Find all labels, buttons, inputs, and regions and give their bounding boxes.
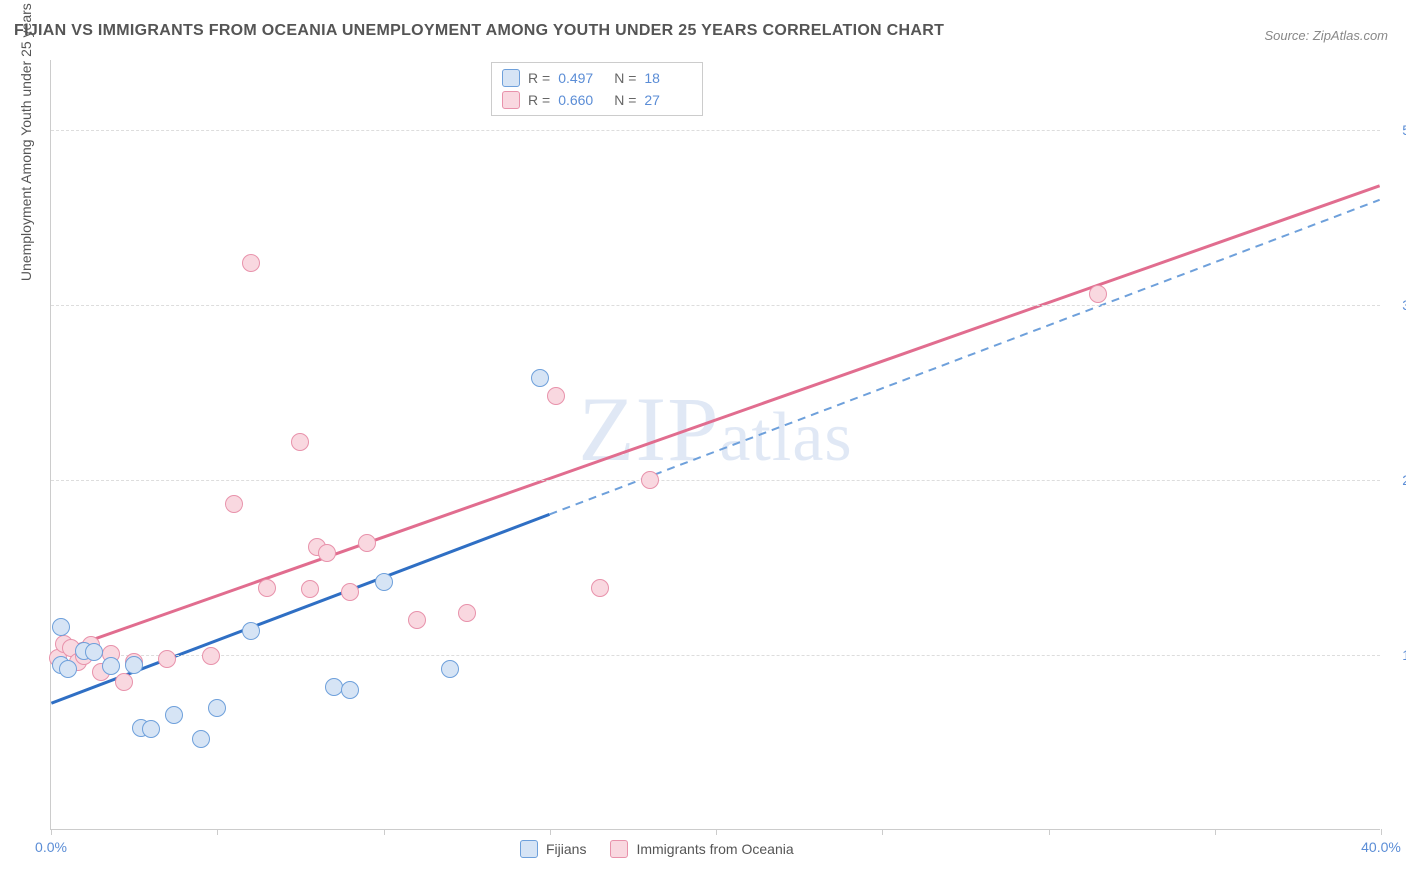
oceania-point [341,583,359,601]
x-tick [1381,829,1382,835]
fijians-point [341,681,359,699]
oceania-point [591,579,609,597]
fijians-point [142,720,160,738]
x-tick-label: 0.0% [35,839,67,855]
gridline [51,655,1380,656]
x-tick [51,829,52,835]
r-value-oceania: 0.660 [558,92,606,108]
trend-lines [51,60,1380,829]
gridline [51,480,1380,481]
x-tick [882,829,883,835]
y-axis-label: Unemployment Among Youth under 25 years [18,3,34,281]
source-attribution: Source: ZipAtlas.com [1264,28,1388,43]
oceania-point [458,604,476,622]
oceania-point [1089,285,1107,303]
legend-item-fijians: Fijians [520,840,586,858]
watermark: ZIPatlas [578,376,852,482]
oceania-point [358,534,376,552]
x-tick [1049,829,1050,835]
legend-row-oceania: R = 0.660 N = 27 [502,89,692,111]
legend-item-oceania: Immigrants from Oceania [610,840,793,858]
plot-region: ZIPatlas R = 0.497 N = 18 R = 0.660 N = … [50,60,1380,830]
n-value-oceania: 27 [644,92,692,108]
oceania-point [408,611,426,629]
x-tick [1215,829,1216,835]
oceania-point [301,580,319,598]
oceania-point [641,471,659,489]
oceania-point [202,647,220,665]
x-tick [384,829,385,835]
fijians-point [441,660,459,678]
legend-row-fijians: R = 0.497 N = 18 [502,67,692,89]
y-tick-label: 37.5% [1387,297,1406,313]
swatch-fijians [502,69,520,87]
swatch-oceania [502,91,520,109]
oceania-point [115,673,133,691]
fijians-point [325,678,343,696]
chart-title: FIJIAN VS IMMIGRANTS FROM OCEANIA UNEMPL… [14,22,944,40]
oceania-point [318,544,336,562]
n-value-fijians: 18 [644,70,692,86]
fijians-point [208,699,226,717]
x-tick-label: 40.0% [1361,839,1401,855]
oceania-point [547,387,565,405]
oceania-point [242,254,260,272]
y-tick-label: 25.0% [1387,472,1406,488]
fijians-point [52,618,70,636]
fijians-point [102,657,120,675]
swatch-fijians-icon [520,840,538,858]
y-tick-label: 12.5% [1387,647,1406,663]
fijians-point [165,706,183,724]
oceania-point [258,579,276,597]
fijians-point [242,622,260,640]
gridline [51,130,1380,131]
x-tick [716,829,717,835]
x-tick [550,829,551,835]
oceania-point [225,495,243,513]
swatch-oceania-icon [610,840,628,858]
correlation-legend: R = 0.497 N = 18 R = 0.660 N = 27 [491,62,703,116]
y-tick-label: 50.0% [1387,122,1406,138]
fijians-point [531,369,549,387]
x-tick [217,829,218,835]
oceania-point [158,650,176,668]
gridline [51,305,1380,306]
series-legend: Fijians Immigrants from Oceania [520,840,794,858]
r-value-fijians: 0.497 [558,70,606,86]
fijians-point [125,656,143,674]
oceania-point [291,433,309,451]
fijians-point [375,573,393,591]
chart-area: ZIPatlas R = 0.497 N = 18 R = 0.660 N = … [50,60,1380,830]
fijians-point [192,730,210,748]
fijians-point [85,643,103,661]
fijians-point [59,660,77,678]
